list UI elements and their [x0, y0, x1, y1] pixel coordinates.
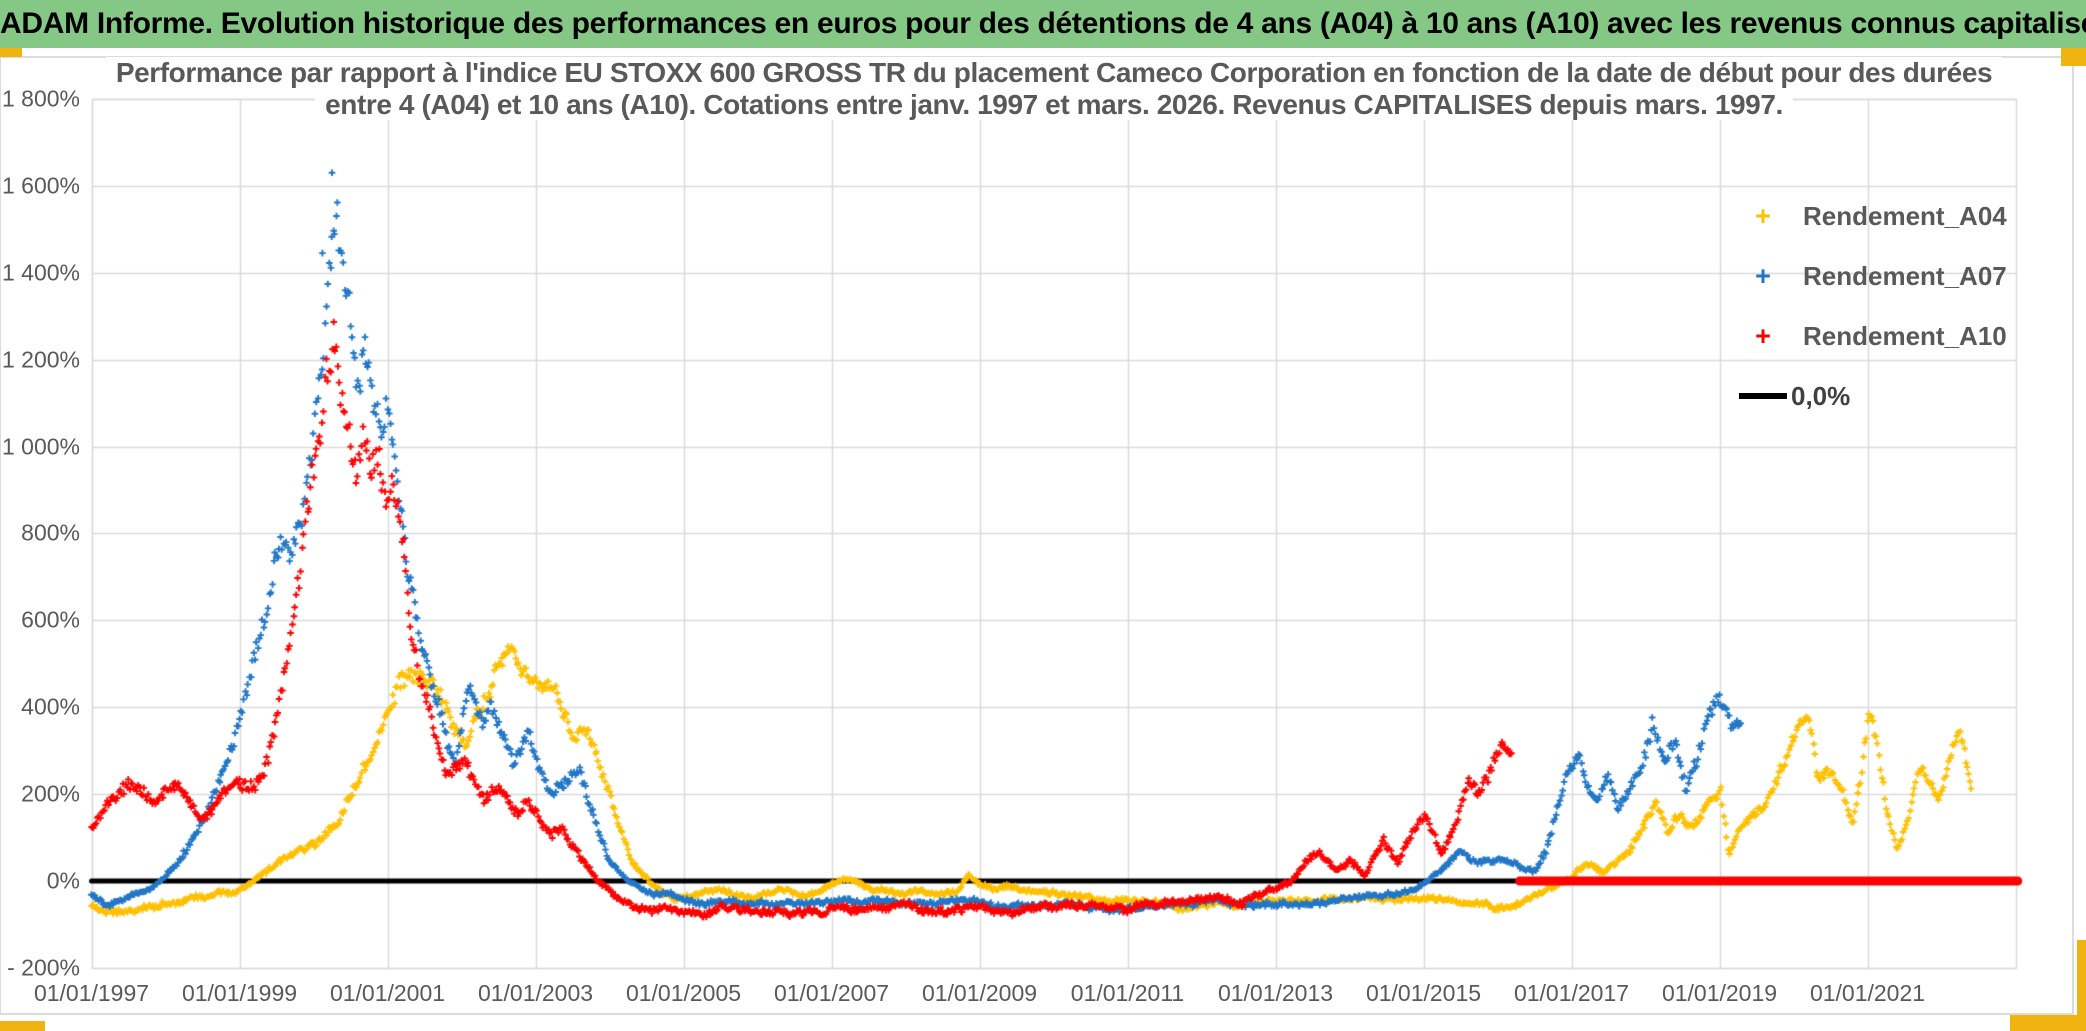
legend-label: Rendement_A04	[1803, 200, 2007, 231]
legend-item-rendement-a07[interactable]: + Rendement_A07	[1737, 246, 2007, 306]
y-tick-label: 1 000%	[1, 433, 80, 459]
x-tick-label: 01/01/2013	[1217, 980, 1334, 1006]
y-tick-label: 1 600%	[1, 172, 80, 199]
chart-title-line2-wrap: entre 4 (A04) et 10 ans (A10). Cotations…	[92, 89, 2016, 121]
x-tick-label: 01/01/1997	[33, 980, 150, 1006]
x-tick-label: 01/01/2003	[477, 980, 594, 1006]
x-tick-label: 01/01/2001	[329, 980, 446, 1006]
x-tick-label: 01/01/2009	[921, 980, 1038, 1006]
line-marker-icon	[1739, 393, 1787, 399]
legend-item-rendement-a10[interactable]: + Rendement_A10	[1737, 306, 2007, 366]
x-tick-label: 01/01/2017	[1513, 980, 1630, 1006]
y-tick-label: 400%	[21, 693, 80, 720]
chart-title-line1: Performance par rapport à l'indice EU ST…	[105, 57, 2003, 88]
x-tick-label: 01/01/2005	[625, 980, 742, 1006]
chart-legend[interactable]: + Rendement_A04 + Rendement_A07 + Rendement_A…	[1737, 186, 2007, 426]
legend-label: 0,0%	[1791, 380, 1851, 411]
y-tick-label: 1 400%	[1, 259, 80, 286]
y-tick-label: 1 800%	[1, 85, 80, 112]
plus-marker-icon: +	[1755, 320, 1771, 351]
x-tick-label: 01/01/1999	[181, 980, 298, 1006]
plus-marker-icon: +	[1755, 200, 1771, 231]
plus-marker-icon: +	[1755, 260, 1771, 291]
y-tick-label: 200%	[21, 780, 80, 807]
y-tick-label: 1 200%	[1, 346, 80, 373]
legend-label: Rendement_A10	[1803, 320, 2007, 351]
chart-title-line2: entre 4 (A04) et 10 ans (A10). Cotations…	[315, 89, 1793, 120]
y-tick-label: 600%	[21, 606, 80, 633]
y-tick-label: 800%	[21, 519, 80, 546]
legend-label: Rendement_A07	[1803, 260, 2007, 291]
chart-title-line1-wrap: Performance par rapport à l'indice EU ST…	[92, 57, 2016, 89]
x-tick-label: 01/01/2007	[773, 980, 890, 1006]
y-tick-label: 0%	[46, 867, 80, 894]
x-tick-label: 01/01/2011	[1070, 980, 1185, 1006]
x-tick-label: 01/01/2019	[1661, 980, 1778, 1006]
legend-item-rendement-a04[interactable]: + Rendement_A04	[1737, 186, 2007, 246]
y-tick-label: - 200%	[7, 954, 80, 981]
x-tick-label: 01/01/2021	[1809, 980, 1926, 1006]
legend-item-0-0-[interactable]: 0,0%	[1737, 366, 2007, 426]
x-tick-label: 01/01/2015	[1365, 980, 1482, 1006]
